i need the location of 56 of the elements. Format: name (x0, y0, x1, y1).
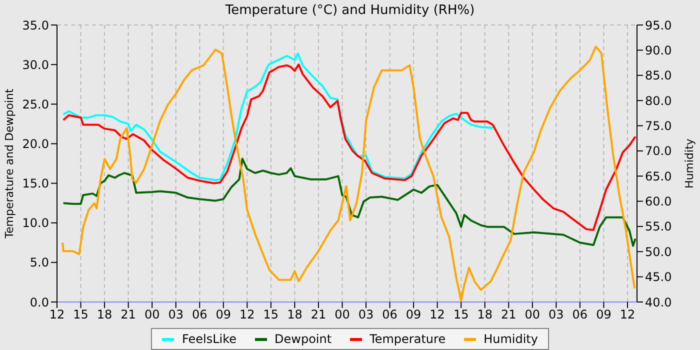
y2-tick-label: 60.0 (645, 194, 672, 209)
y2-tick-label: 75.0 (645, 118, 672, 133)
x-tick-label: 00 (524, 308, 540, 322)
line-series (62, 158, 636, 247)
x-tick-label: 21 (120, 308, 136, 322)
x-tick-label: 03 (548, 308, 564, 322)
x-tick-label: 15 (73, 308, 88, 322)
y2-tick-label: 95.0 (645, 18, 672, 32)
y2-tick-label: 45.0 (645, 270, 672, 284)
y-tick-label: 0.0 (30, 295, 49, 310)
y-tick-label: 5.0 (30, 256, 49, 270)
y2-tick-label: 55.0 (645, 220, 672, 234)
legend-label: Temperature (370, 332, 446, 346)
y-tick-label: 10.0 (22, 216, 49, 230)
x-tick-label: 15 (453, 308, 469, 322)
legend-label: Humidity (484, 332, 538, 346)
x-tick-label: 21 (501, 308, 516, 322)
line-series (62, 64, 636, 231)
y2-tick-label: 50.0 (645, 244, 672, 259)
x-tick-label: 12 (430, 308, 445, 322)
legend-label: FeelsLike (182, 332, 237, 346)
x-tick-label: 03 (358, 308, 374, 322)
x-tick-label: 00 (334, 308, 350, 322)
y-tick-label: 35.0 (22, 18, 49, 32)
legend-label: Dewpoint (274, 332, 332, 346)
y2-tick-label: 70.0 (645, 144, 672, 158)
line-series (62, 46, 636, 302)
y2-tick-label: 80.0 (645, 94, 672, 108)
y2-axis-title: Humidity (682, 138, 696, 188)
y-axis-title: Temperature and Dewpoint (2, 88, 16, 240)
y-tick-label: 30.0 (22, 58, 49, 72)
y-tick-label: 25.0 (22, 97, 49, 112)
x-tick-label: 12 (49, 308, 65, 322)
x-tick-label: 06 (382, 308, 398, 322)
x-tick-label: 03 (168, 308, 184, 322)
x-tick-label: 18 (477, 308, 493, 322)
x-tick-label: 18 (287, 308, 302, 322)
x-tick-label: 09 (596, 308, 612, 322)
x-tick-label: 18 (96, 308, 112, 322)
y2-tick-label: 85.0 (645, 68, 672, 83)
line-series (62, 52, 494, 182)
y-tick-label: 20.0 (22, 136, 49, 151)
y2-tick-label: 65.0 (645, 169, 672, 184)
x-tick-label: 12 (620, 308, 636, 322)
y2-tick-label: 40.0 (645, 295, 672, 310)
x-tick-label: 00 (144, 308, 160, 322)
x-tick-label: 21 (310, 308, 326, 322)
x-tick-label: 09 (406, 308, 422, 322)
chart-title: Temperature (°C) and Humidity (RH%) (224, 3, 476, 18)
x-tick-label: 06 (572, 308, 588, 322)
x-tick-label: 12 (240, 308, 255, 322)
x-tick-label: 15 (263, 308, 279, 322)
x-tick-label: 09 (216, 308, 232, 322)
y-tick-label: 15.0 (22, 176, 49, 191)
y2-tick-label: 90.0 (645, 43, 672, 58)
x-tick-label: 06 (192, 308, 208, 322)
